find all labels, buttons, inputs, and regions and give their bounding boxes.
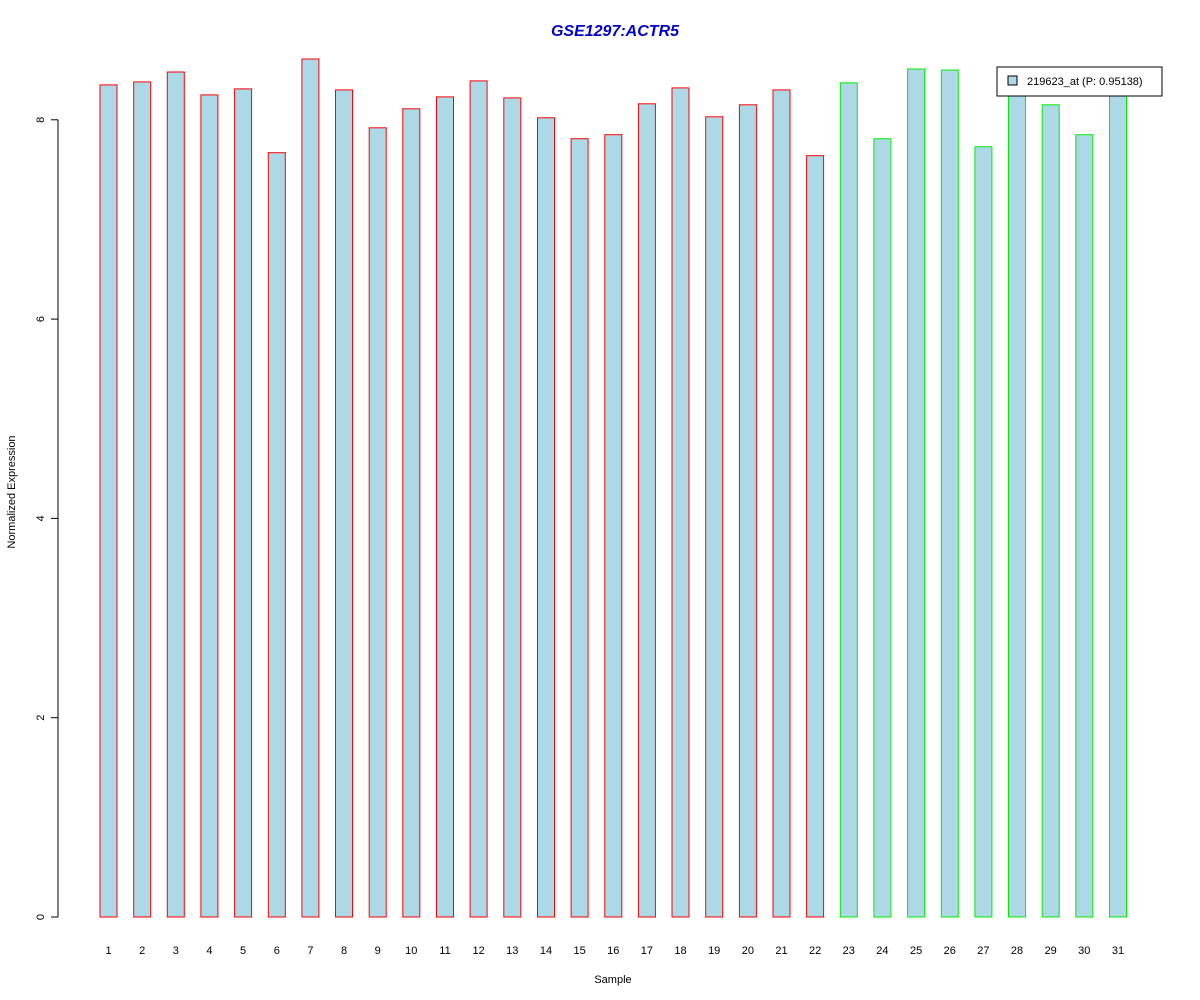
x-tick-label: 25 <box>910 945 922 957</box>
x-tick-label: 28 <box>1011 945 1023 957</box>
bar-sample-17 <box>637 103 656 918</box>
x-tick-label: 1 <box>105 945 111 957</box>
x-tick-label: 24 <box>876 945 888 957</box>
legend-box <box>996 66 1163 97</box>
bar-sample-21 <box>772 89 791 918</box>
x-tick-label: 7 <box>307 945 313 957</box>
x-tick-label: 8 <box>341 945 347 957</box>
bar-sample-1 <box>99 84 118 918</box>
x-tick-label: 30 <box>1078 945 1090 957</box>
bar-sample-15 <box>570 138 589 918</box>
bar-sample-12 <box>469 80 488 918</box>
x-tick-label: 21 <box>775 945 787 957</box>
bar-sample-16 <box>604 134 623 918</box>
x-axis-label: Sample <box>594 974 631 986</box>
x-tick-labels: 1 2 3 4 5 6 7 8 9 10 11 12 13 14 15 16 17 18 19 20 21 22 23 24 2… <box>105 945 1124 957</box>
y-tick-label: 2 <box>35 715 47 721</box>
bar-sample-14 <box>537 117 555 918</box>
y-tick-label: 8 <box>35 117 47 123</box>
x-tick-label: 17 <box>641 945 653 957</box>
x-tick-label: 18 <box>674 945 686 957</box>
bar-sample-30 <box>1075 134 1094 918</box>
bar-sample-24 <box>873 138 892 918</box>
x-tick-label: 20 <box>742 945 754 957</box>
chart-title: GSE1297:ACTR5 <box>551 23 680 40</box>
bar-sample-28 <box>1008 83 1026 918</box>
x-tick-label: 2 <box>139 945 145 957</box>
bar-sample-4 <box>200 94 219 918</box>
x-tick-label: 12 <box>472 945 484 957</box>
bar-sample-27 <box>974 146 993 918</box>
x-tick-label: 11 <box>439 945 450 957</box>
x-tick-label: 4 <box>206 945 212 957</box>
bar-sample-8 <box>335 89 353 918</box>
bar-sample-13 <box>503 97 522 918</box>
bar-sample-25 <box>907 68 926 918</box>
bar-sample-6 <box>267 152 286 918</box>
bar-sample-10 <box>402 108 421 918</box>
x-tick-label: 16 <box>607 945 619 957</box>
y-axis: 0 2 4 6 8 <box>35 117 59 920</box>
bar-sample-11 <box>436 96 454 918</box>
bar-sample-31 <box>1109 87 1127 918</box>
bar-sample-7 <box>301 58 320 918</box>
bar-sample-20 <box>738 104 757 918</box>
x-tick-label: 14 <box>540 945 552 957</box>
x-tick-label: 6 <box>274 945 280 957</box>
bar-sample-3 <box>166 71 185 918</box>
x-tick-label: 27 <box>977 945 989 957</box>
bar-sample-9 <box>368 127 387 918</box>
y-tick-label: 6 <box>35 316 47 322</box>
y-tick-label: 0 <box>35 914 47 920</box>
bar-sample-26 <box>940 69 959 918</box>
legend: 219623_at (P: 0.95138) <box>996 66 1163 97</box>
bar-sample-22 <box>806 155 825 918</box>
x-tick-label: 15 <box>573 945 585 957</box>
x-tick-label: 19 <box>708 945 720 957</box>
x-tick-label: 9 <box>375 945 381 957</box>
x-tick-label: 13 <box>506 945 518 957</box>
bar-sample-23 <box>839 82 858 918</box>
x-tick-label: 26 <box>944 945 956 957</box>
x-tick-label: 23 <box>843 945 855 957</box>
bar-sample-19 <box>705 116 724 918</box>
x-tick-label: 3 <box>173 945 179 957</box>
bars <box>99 58 1127 918</box>
x-tick-label: 22 <box>809 945 821 957</box>
bar-sample-18 <box>671 87 690 918</box>
x-tick-label: 5 <box>240 945 246 957</box>
y-axis-label: Normalized Expression <box>6 435 18 548</box>
bar-sample-2 <box>133 81 152 918</box>
x-tick-label: 10 <box>405 945 417 957</box>
x-tick-label: 29 <box>1045 945 1057 957</box>
y-tick-label: 4 <box>35 515 47 521</box>
bar-sample-29 <box>1041 104 1060 918</box>
legend-label: 219623_at (P: 0.95138) <box>1027 76 1143 88</box>
legend-swatch <box>1007 75 1018 86</box>
bar-sample-5 <box>234 88 253 918</box>
x-tick-label: 31 <box>1112 945 1124 957</box>
